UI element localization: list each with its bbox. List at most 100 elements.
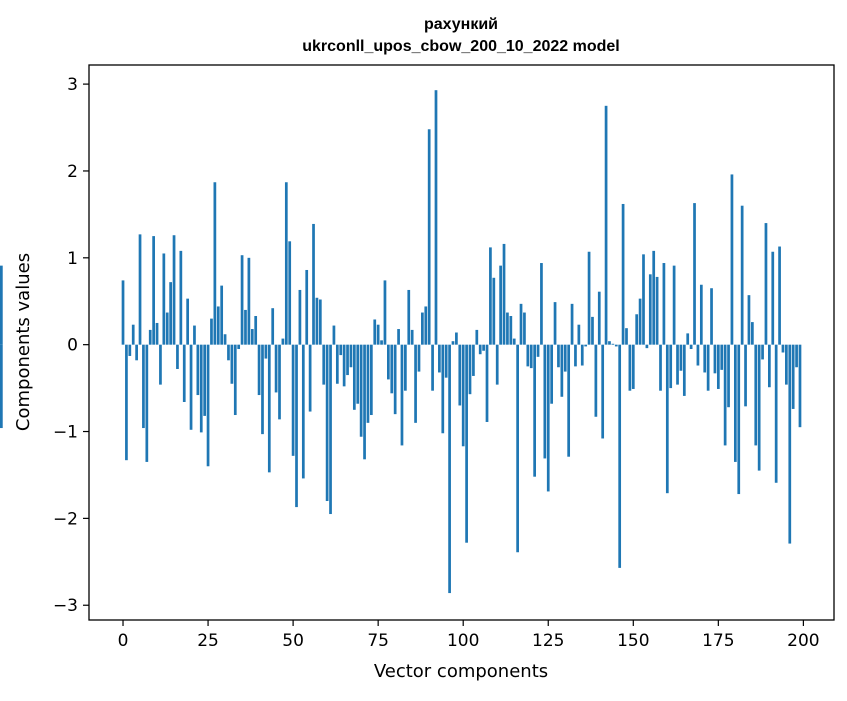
- bar: [696, 344, 700, 366]
- bar: [400, 344, 404, 446]
- bar: [210, 318, 213, 345]
- bar: [199, 344, 203, 433]
- y-tick-label: 2: [67, 162, 78, 182]
- bar: [261, 344, 264, 435]
- bar: [512, 338, 516, 345]
- bar: [618, 344, 622, 568]
- bar: [278, 344, 281, 420]
- bar: [645, 344, 649, 349]
- bar: [546, 344, 550, 492]
- bar: [540, 263, 543, 345]
- bar: [434, 90, 438, 345]
- bar: [281, 338, 285, 345]
- bar: [550, 344, 554, 404]
- bar: [213, 182, 217, 345]
- bar: [155, 322, 159, 345]
- bar: [291, 344, 295, 456]
- bar: [387, 344, 390, 380]
- bar: [730, 174, 734, 345]
- bar: [182, 344, 186, 402]
- bar: [267, 344, 271, 473]
- bar: [625, 328, 628, 345]
- bar: [601, 344, 605, 439]
- bar: [206, 344, 210, 467]
- bar: [771, 251, 775, 345]
- bar: [672, 265, 676, 345]
- bar: [359, 344, 363, 437]
- bar: [489, 247, 492, 345]
- y-tick-label: −3: [53, 596, 78, 616]
- bar: [458, 344, 462, 406]
- bar: [682, 344, 686, 396]
- bar: [468, 344, 472, 395]
- bar: [495, 344, 499, 385]
- bar: [121, 280, 125, 345]
- bar: [383, 280, 387, 345]
- bar: [499, 265, 502, 345]
- x-tick-label: 75: [367, 631, 389, 651]
- bar: [570, 303, 574, 345]
- bar: [145, 344, 149, 462]
- bar: [125, 344, 128, 461]
- bar: [162, 253, 166, 345]
- bar: [135, 344, 138, 361]
- bar: [322, 344, 326, 385]
- bar: [380, 340, 383, 345]
- bar: [325, 344, 329, 502]
- y-tick-label: 1: [67, 249, 78, 269]
- bar: [703, 344, 707, 373]
- bar: [669, 344, 673, 389]
- chart-title-line1: рахункий: [424, 16, 498, 33]
- bar: [448, 344, 451, 594]
- bar: [788, 344, 792, 544]
- bar: [441, 344, 445, 434]
- bar: [751, 322, 754, 345]
- bar: [689, 344, 693, 350]
- bar: [638, 298, 642, 345]
- bar: [757, 344, 761, 471]
- bar: [308, 344, 312, 412]
- bar: [244, 309, 247, 345]
- bar: [713, 344, 717, 374]
- x-axis-label: Vector components: [374, 661, 548, 682]
- bar: [455, 332, 458, 345]
- bar: [502, 243, 506, 345]
- bar: [482, 344, 485, 351]
- bar: [397, 329, 400, 345]
- bar: [536, 344, 540, 357]
- bar: [247, 257, 251, 345]
- bar: [237, 344, 241, 350]
- bar: [557, 344, 560, 368]
- bar: [523, 312, 526, 345]
- bar: [529, 344, 533, 369]
- bar: [628, 344, 632, 391]
- x-tick-label: 150: [617, 631, 649, 651]
- bar: [604, 105, 608, 345]
- ticks-group: 0 25 50 75 100 125 150 175 200 −3 −2 −1 0 1 2 3: [53, 75, 820, 651]
- bar: [475, 329, 479, 345]
- bar: [179, 250, 183, 345]
- bar: [686, 333, 690, 345]
- bar: [526, 344, 530, 367]
- bar: [264, 344, 268, 359]
- bar: [652, 250, 656, 345]
- x-tick-label: 175: [702, 631, 734, 651]
- bar: [152, 236, 155, 345]
- bar: [438, 344, 441, 373]
- bar: [614, 344, 618, 347]
- bar: [563, 344, 567, 372]
- bar: [584, 344, 588, 347]
- bar: [376, 324, 380, 345]
- bar: [659, 344, 662, 391]
- bar: [608, 341, 611, 345]
- bar: [186, 298, 190, 345]
- bar: [216, 306, 220, 345]
- bar: [427, 129, 431, 345]
- bar: [679, 344, 683, 371]
- bar: [706, 344, 710, 391]
- bar: [349, 344, 353, 368]
- bar: [312, 223, 315, 345]
- bar: [543, 344, 547, 459]
- bar: [142, 344, 145, 429]
